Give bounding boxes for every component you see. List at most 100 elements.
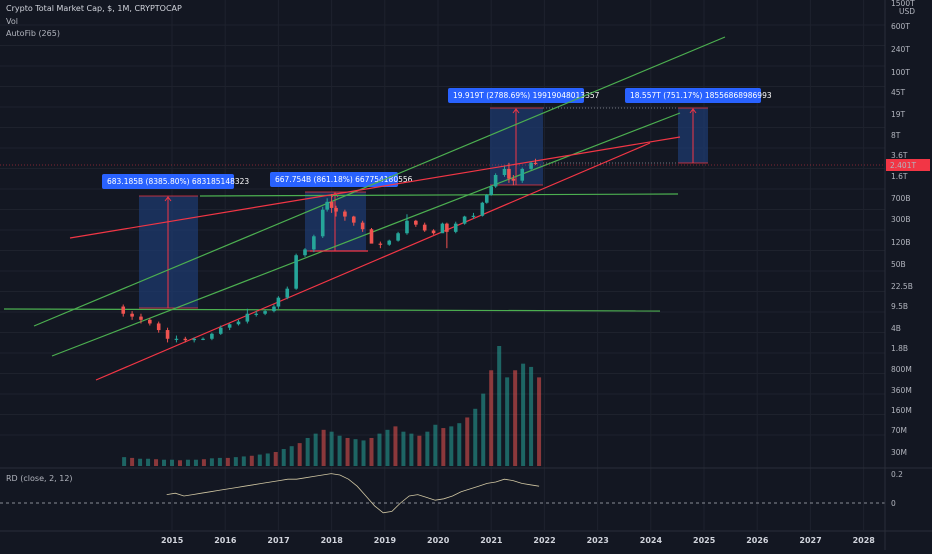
candle-body (148, 319, 152, 324)
price-tick-label: 100T (891, 68, 910, 77)
time-tick-label: 2027 (799, 536, 821, 545)
candle-body (502, 168, 507, 175)
measure-arrowhead (689, 108, 697, 114)
candle-body (431, 230, 436, 234)
measurement-boxes[interactable]: 683.185B (8385.80%) 683185148323 667.754B… (102, 88, 772, 309)
volume-bar (201, 459, 206, 466)
price-tick-top: 1500T (891, 0, 915, 8)
volume-bar (441, 428, 446, 466)
candle-body (378, 243, 383, 245)
green-trend-line (3, 308, 661, 312)
candle-body (276, 297, 281, 307)
candle-body (489, 186, 493, 195)
price-tick-label: 600T (891, 22, 910, 31)
candle-body (139, 316, 143, 320)
price-tick-label: 19T (891, 110, 906, 119)
candle-body (183, 338, 188, 341)
candle-body (312, 236, 316, 250)
candle-body (294, 255, 298, 289)
price-tick-label: 22.5B (891, 282, 913, 291)
volume-bar (225, 457, 230, 466)
volume-bar (465, 417, 470, 466)
volume-bar (457, 423, 462, 466)
price-tick-label: 70M (891, 426, 907, 435)
volume-bar (297, 443, 302, 466)
volume-bar (154, 459, 159, 466)
time-tick-label: 2024 (640, 536, 663, 545)
measure-label: 19.919T (2788.69%) 19919048013357 (453, 91, 600, 100)
candle-body (285, 288, 290, 298)
candle-body (303, 249, 307, 256)
volume-bars (122, 346, 542, 466)
green-trend-line (199, 193, 679, 197)
volume-bar (162, 459, 167, 466)
volume-bar (130, 457, 135, 466)
volume-bar (481, 393, 486, 466)
candle-body (218, 327, 223, 334)
candle-body (263, 311, 267, 314)
volume-bar (305, 437, 310, 466)
volume-bar (217, 457, 222, 466)
candle-body (343, 211, 347, 217)
price-tick-label: 360M (891, 386, 912, 395)
volume-bar (329, 431, 334, 466)
candle-body (272, 306, 276, 312)
measure-label: 683.185B (8385.80%) 683185148323 (107, 177, 249, 186)
volume-bar (425, 431, 430, 466)
price-unit: USD (899, 7, 915, 16)
volume-bar (233, 457, 238, 466)
price-tick-label: 50B (891, 260, 906, 269)
rd-pane (0, 473, 885, 514)
candle-body (334, 207, 338, 212)
candle-body (414, 220, 418, 225)
candle-body (440, 223, 445, 234)
measure-label-bg (448, 88, 584, 103)
volume-bar (393, 426, 398, 466)
time-tick-label: 2023 (587, 536, 609, 545)
time-tick-label: 2022 (533, 536, 555, 545)
candle-body (351, 216, 356, 223)
volume-bar (505, 377, 510, 466)
volume-bar (337, 435, 342, 466)
rd-line (166, 473, 540, 514)
candle-body (156, 323, 161, 331)
candle-body (396, 233, 400, 241)
volume-bar (345, 437, 350, 466)
candle-body (484, 194, 489, 203)
price-tick-label: 8T (891, 131, 901, 140)
red-trend-line (95, 142, 651, 381)
volume-bar (401, 431, 406, 466)
candle-body (520, 168, 525, 181)
red-trend-line (69, 136, 681, 239)
volume-bar (273, 451, 278, 466)
time-tick-label: 2020 (427, 536, 450, 545)
measure-arrowhead (164, 196, 172, 202)
price-tick-label: 30M (891, 448, 907, 457)
price-tick-label: 160M (891, 406, 912, 415)
measure-label-bg (102, 174, 234, 189)
candle-body (511, 178, 516, 181)
time-axis[interactable]: 2015 2016 2017 2018 2019 2020 2021 2022 2023 2024… (0, 530, 932, 545)
rd-tick-label: 0 (891, 499, 896, 508)
price-tick-label: 45T (891, 88, 906, 97)
volume-bar (537, 377, 542, 466)
trend-lines[interactable] (3, 36, 726, 381)
green-trend-line (33, 36, 726, 327)
volume-bar (321, 429, 326, 466)
time-tick-label: 2015 (161, 536, 184, 545)
volume-bar (473, 408, 478, 466)
candle-body (462, 216, 467, 224)
volume-bar (289, 446, 294, 466)
green-trend-line (51, 112, 681, 357)
time-tick-label: 2025 (693, 536, 716, 545)
measure-label-bg (270, 172, 398, 187)
current-price-label: 2.401T (890, 161, 916, 170)
autofib-legend: AutoFib (265) (6, 29, 60, 38)
volume-bar (138, 458, 143, 466)
rd-tick-label: 0.2 (891, 470, 903, 479)
volume-bar (489, 370, 494, 466)
candle-body (227, 324, 232, 328)
